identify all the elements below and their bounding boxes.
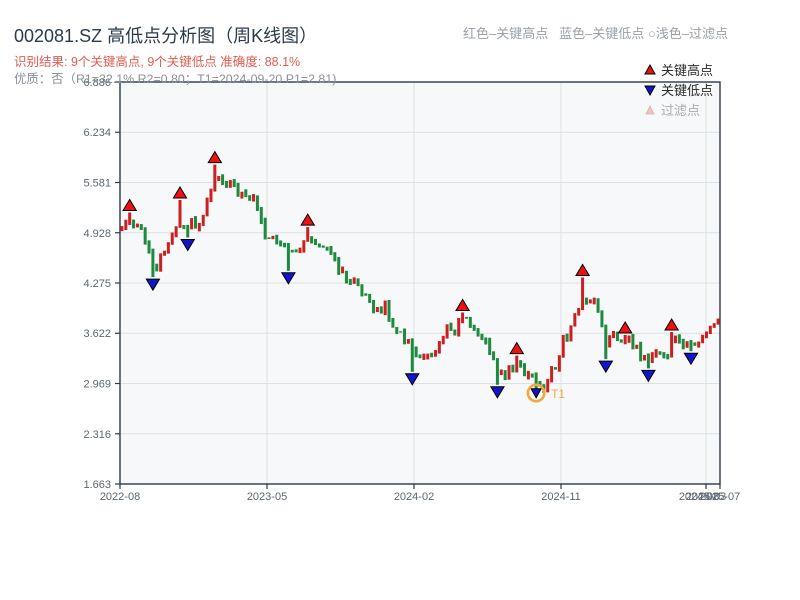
svg-text:2.969: 2.969 [83, 379, 111, 391]
svg-text:关键高点: 关键高点 [661, 63, 713, 78]
svg-text:2025-07: 2025-07 [700, 491, 740, 503]
svg-text:2022-08: 2022-08 [100, 491, 140, 503]
svg-text:6.234: 6.234 [83, 127, 111, 139]
svg-text:过滤点: 过滤点 [661, 103, 700, 118]
svg-text:4.928: 4.928 [83, 228, 111, 240]
svg-text:2023-05: 2023-05 [247, 491, 287, 503]
svg-text:3.622: 3.622 [83, 328, 111, 340]
svg-text:关键低点: 关键低点 [661, 83, 713, 98]
svg-text:T1: T1 [551, 387, 565, 401]
svg-text:2.316: 2.316 [83, 429, 111, 441]
svg-text:2024-11: 2024-11 [541, 491, 581, 503]
svg-text:5.581: 5.581 [83, 178, 111, 190]
svg-text:4.275: 4.275 [83, 278, 111, 290]
svg-text:1.663: 1.663 [83, 479, 111, 491]
svg-text:2024-02: 2024-02 [394, 491, 434, 503]
